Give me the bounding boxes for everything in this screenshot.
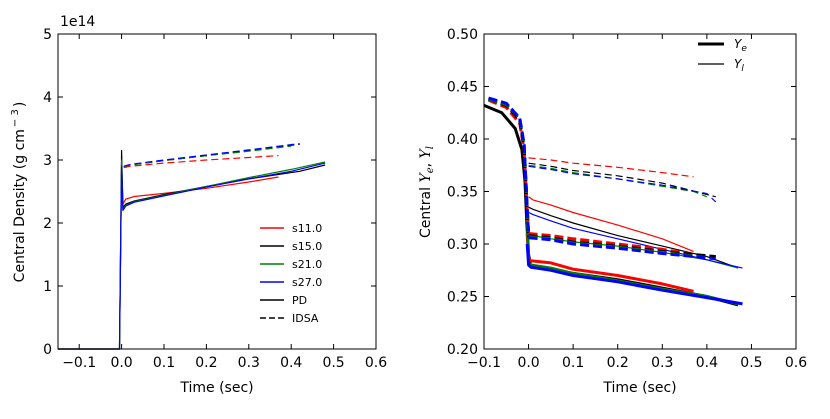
- ye-ytick-label: 0.30: [447, 237, 478, 253]
- ye-ylabel-y2: Y: [418, 147, 434, 158]
- density-ylabel-close: ): [12, 102, 28, 107]
- ye-series-s11-0-yl-pd-line: [528, 196, 694, 252]
- ye-xtick-label: 0.5: [740, 355, 762, 371]
- ye-ytick-label: 0.40: [447, 132, 478, 148]
- density-series-layer: [58, 143, 326, 350]
- ye-ytick-label: 0.25: [447, 290, 478, 306]
- ye-ylabel-prefix: Central: [418, 183, 434, 238]
- density-series-s15-0-pd-line: [58, 150, 326, 350]
- density-ytick-label: 2: [43, 216, 52, 232]
- ye-series-s27-0-ye-pd-line: [525, 243, 743, 306]
- ye-legend-label-main: Y: [734, 37, 743, 51]
- density-ytick-label: 1: [43, 279, 52, 295]
- density-series-s27-0-idsa-line: [123, 143, 300, 167]
- ye-series-s27-0-yl-idsa-line: [528, 165, 717, 203]
- ye-series-s11-0-yl-idsa-line: [528, 157, 694, 178]
- ye-ylabel-sub-l: l: [425, 146, 436, 149]
- ye-xtick-label: −0.1: [467, 355, 501, 371]
- ye-series-s21-0-ye-pd-line: [525, 212, 739, 306]
- ye-ytick-label: 0.45: [447, 80, 478, 96]
- ye-xtick-label: 0.0: [517, 355, 539, 371]
- ye-series-s27-0-ye-idsa-post-line: [528, 236, 716, 261]
- density-xlabel: Time (sec): [179, 380, 253, 396]
- density-ylabel: Central Density (g cm − 3): [10, 102, 28, 283]
- density-legend-label: s11.0: [292, 222, 322, 235]
- ye-series-s21-0-yl-pd-line: [526, 201, 739, 269]
- density-ticks: −0.1 0.0 0.1 0.2 0.3 0.4 0.5 0.6 0 1 2 3 4 5: [43, 27, 387, 371]
- ye-ylabel: Central Ye, Yl: [418, 146, 436, 238]
- density-offset-label: 1e14: [60, 14, 95, 30]
- ye-legend-label-sub: e: [741, 44, 747, 54]
- density-xtick-label: 0.6: [365, 355, 387, 371]
- density-legend-label: s27.0: [292, 276, 322, 289]
- density-ylabel-sup: − 3: [10, 109, 21, 127]
- density-legend-label: s15.0: [292, 240, 322, 253]
- ye-ylabel-sub-e: e: [425, 167, 436, 173]
- ye-series-s15-0-yl-idsa-line: [528, 162, 716, 198]
- density-series-s11-0-idsa-line: [123, 155, 279, 169]
- ye-xtick-label: 0.6: [785, 355, 807, 371]
- density-plot-frame: [57, 33, 377, 350]
- ye-xtick-label: 0.4: [696, 355, 718, 371]
- density-xtick-label: 0.4: [280, 355, 302, 371]
- density-ytick-label: 4: [43, 90, 52, 106]
- ye-ticks: −0.1 0.0 0.1 0.2 0.3 0.4 0.5 0.6 0.20 0.25 0.30 0.3…: [447, 27, 807, 371]
- ye-legend-label: Ye: [734, 37, 747, 54]
- density-legend-label: PD: [292, 294, 307, 307]
- density-xtick-label: 0.2: [195, 355, 217, 371]
- ye-legend-label-sub: l: [741, 64, 744, 74]
- density-xtick-label: 0.3: [238, 355, 260, 371]
- ye-xtick-label: 0.3: [651, 355, 673, 371]
- density-xtick-label: −0.1: [62, 355, 96, 371]
- density-series-s11-0-pd-line: [58, 162, 279, 350]
- density-series-s21-0-idsa-line: [123, 145, 292, 167]
- ye-ylabel-y1: Y: [418, 172, 434, 183]
- density-series-s21-0-pd-line: [58, 159, 326, 350]
- ye-series-layer: [483, 96, 743, 307]
- ye-series-s27-0-ye-idsa-line: [488, 96, 531, 238]
- ye-xtick-label: 0.2: [607, 355, 629, 371]
- density-xtick-label: 0.5: [322, 355, 344, 371]
- ye-series-s11-0-ye-idsa-post-line: [528, 232, 694, 256]
- density-legend-label: IDSA: [292, 312, 319, 325]
- ye-ytick-label: 0.35: [447, 185, 478, 201]
- density-ylabel-text: Central Density (g cm: [12, 129, 28, 282]
- density-ytick-label: 0: [43, 342, 52, 358]
- ye-xlabel: Time (sec): [602, 380, 676, 396]
- ye-panel: −0.1 0.0 0.1 0.2 0.3 0.4 0.5 0.6 0.20 0.25 0.30 0.3…: [418, 27, 807, 396]
- density-series-s27-0-pd-line: [58, 162, 326, 350]
- density-xtick-label: 0.1: [153, 355, 175, 371]
- density-legend: s11.0 s15.0 s21.0 s27.0 PD IDSA: [260, 222, 322, 325]
- ye-xtick-label: 0.1: [562, 355, 584, 371]
- density-legend-label: s21.0: [292, 258, 322, 271]
- density-panel: −0.1 0.0 0.1 0.2 0.3 0.4 0.5 0.6 0 1 2 3 4 5 1e14 Tim…: [10, 14, 387, 396]
- density-ytick-label: 5: [43, 27, 52, 43]
- ye-ylabel-sep: ,: [418, 158, 434, 167]
- ye-ytick-label: 0.20: [447, 342, 478, 358]
- density-xtick-label: 0.0: [110, 355, 132, 371]
- ye-ytick-label: 0.50: [447, 27, 478, 43]
- density-ytick-label: 3: [43, 153, 52, 169]
- ye-plot-frame: [483, 33, 797, 350]
- ye-legend-label: Yl: [734, 57, 744, 74]
- ye-legend-label-main: Y: [734, 57, 743, 71]
